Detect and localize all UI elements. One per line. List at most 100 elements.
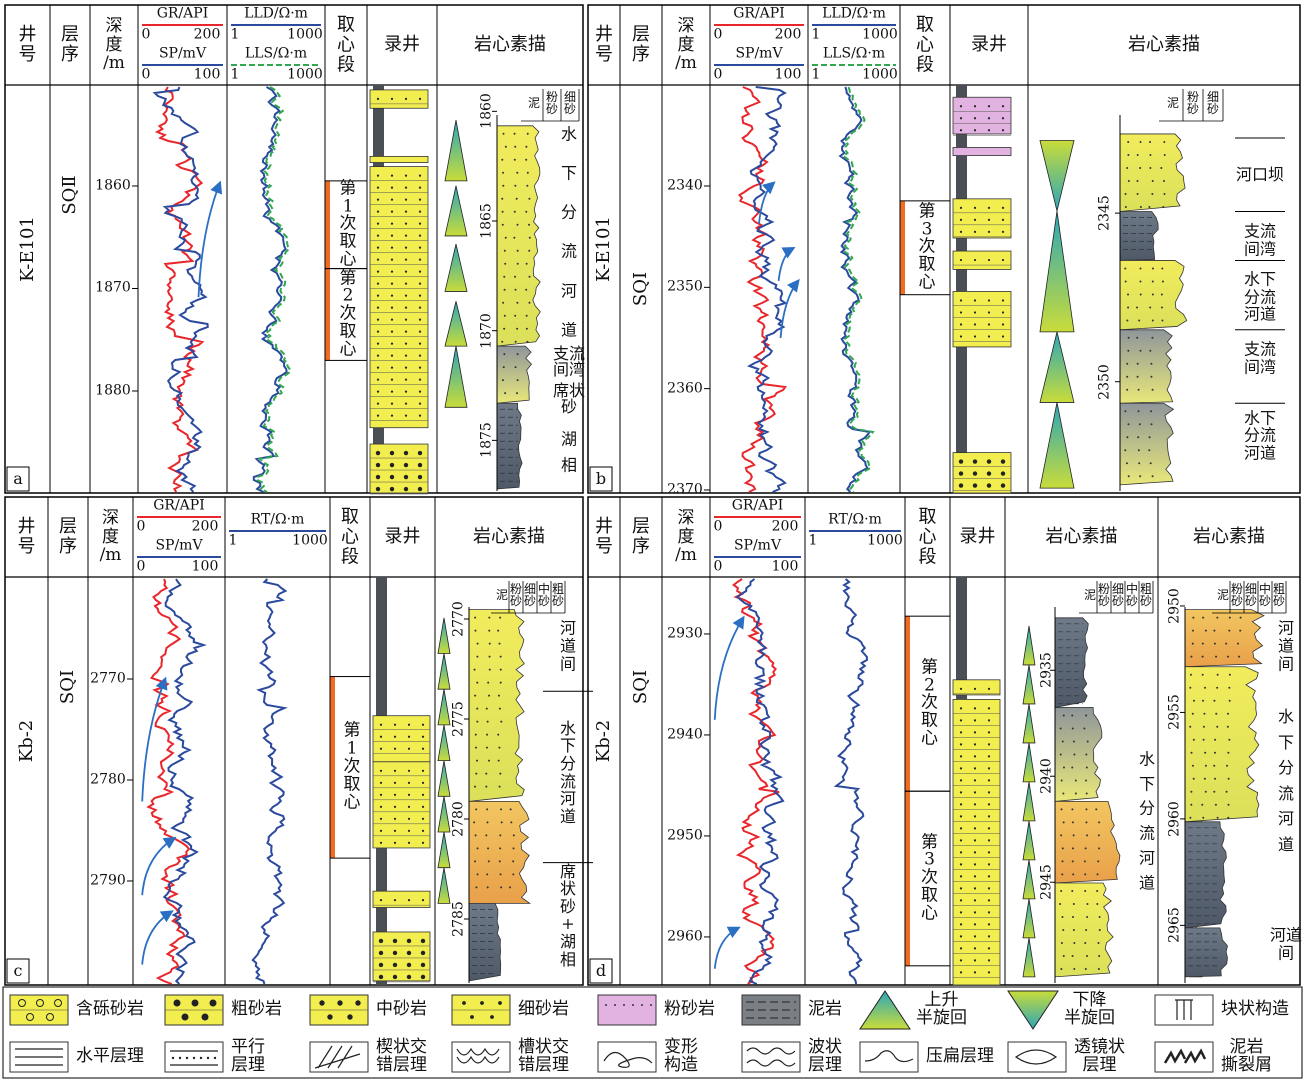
grain-dot (1062, 792, 1065, 795)
legend-symbol (864, 1050, 914, 1063)
grain-dot (498, 860, 501, 863)
lithology-dot (376, 402, 380, 405)
grain-dot (485, 772, 488, 775)
grain-dot (525, 145, 528, 148)
lithology-dot (404, 414, 408, 417)
legend-grain (199, 1056, 203, 1060)
grain-dot (1098, 847, 1101, 850)
grain-dot (1061, 916, 1064, 918)
lithology-dot (959, 206, 963, 209)
grain-dot (1060, 942, 1063, 944)
grain-dot (1201, 673, 1204, 676)
lithology-dot (959, 863, 963, 866)
core-segment (1054, 801, 1121, 884)
lithology-dot (390, 330, 394, 333)
lithology-dot (1001, 230, 1005, 233)
lithology-dot (959, 779, 963, 782)
core-segment (1119, 133, 1186, 212)
grain-dot (1071, 766, 1074, 769)
lithology-dot (379, 841, 383, 844)
lithology-dot (375, 486, 381, 492)
legend-swatch (451, 1041, 511, 1073)
legend-swatch (859, 1041, 919, 1073)
lithology-dot (973, 218, 977, 221)
legend-grain (213, 1056, 217, 1060)
grain-dot (499, 668, 502, 671)
lithology-dot (959, 731, 963, 734)
lithology-dot (390, 174, 394, 177)
lithology-dot (973, 863, 977, 866)
grain-dot (1216, 725, 1219, 728)
grain-dot (1086, 834, 1089, 837)
lithology-dot (987, 731, 991, 734)
grain-dot (1086, 955, 1089, 957)
grain-dot (476, 707, 479, 710)
lithology-dot (987, 947, 991, 950)
grain-dot (476, 759, 479, 762)
grain-dot (1228, 673, 1231, 676)
grain-dot (474, 733, 477, 736)
lithology-dot (406, 938, 412, 944)
lithology-dot (986, 471, 992, 476)
grain-dot (515, 197, 518, 200)
grain-dot (1189, 673, 1192, 676)
legend-triangle (1007, 990, 1059, 1030)
grain-dot (1161, 319, 1164, 322)
grain-dot (528, 275, 531, 278)
grain-dot (1160, 293, 1163, 296)
lithology-dot (972, 483, 978, 488)
grain-dot (1192, 616, 1195, 619)
legend-symbol (746, 1047, 796, 1067)
lithology-dot (987, 863, 991, 866)
lithology-dot (418, 246, 422, 249)
lithology-dot (959, 947, 963, 950)
lithology-dot (418, 258, 422, 261)
grain-dot (1216, 686, 1219, 689)
core-segment (468, 801, 532, 904)
grain-dot (1203, 777, 1206, 780)
grain-dot (1096, 903, 1099, 905)
grain-dot (509, 886, 512, 889)
grain-dot (497, 759, 500, 762)
lithology-dot (958, 471, 964, 476)
lithology-dot (418, 234, 422, 237)
lithology-dot (959, 851, 963, 854)
grain-dot (1062, 714, 1065, 717)
grain-dot (526, 184, 529, 187)
log-curve (735, 578, 785, 985)
grain-dot (514, 314, 517, 317)
core-interval (899, 200, 951, 296)
grain-dot (504, 236, 507, 239)
lithology-dot (404, 354, 408, 357)
grain-dot (516, 327, 519, 330)
lithology-dot (378, 974, 384, 980)
lithology-dot (959, 935, 963, 938)
lithology-dot (404, 258, 408, 261)
lithology-dot (407, 747, 411, 750)
grain-dot (503, 314, 506, 317)
lithology-dot (379, 805, 383, 808)
lithology-dot (973, 206, 977, 209)
lithology-dot (987, 117, 991, 120)
grain-dot (488, 629, 491, 632)
lithology-dot (987, 335, 991, 338)
lithology-dot (973, 105, 977, 108)
grain-dot (488, 655, 491, 658)
grain-dot (501, 158, 504, 161)
lithology-dot (417, 474, 423, 480)
lithology-dot (376, 246, 380, 249)
lithology-dot (404, 342, 408, 345)
lithology-dot (959, 755, 963, 758)
lithology-block (952, 291, 1012, 348)
legend-grain (192, 1056, 196, 1060)
grain-dot (1202, 699, 1205, 702)
grain-dot (473, 668, 476, 671)
lithology-dot (973, 258, 977, 262)
grain-dot (1163, 192, 1166, 195)
grain-dot (498, 785, 501, 788)
lithology-dot (403, 474, 409, 480)
grain-dot (513, 132, 516, 135)
grain-dot (1161, 280, 1164, 283)
core-interval (904, 790, 951, 967)
